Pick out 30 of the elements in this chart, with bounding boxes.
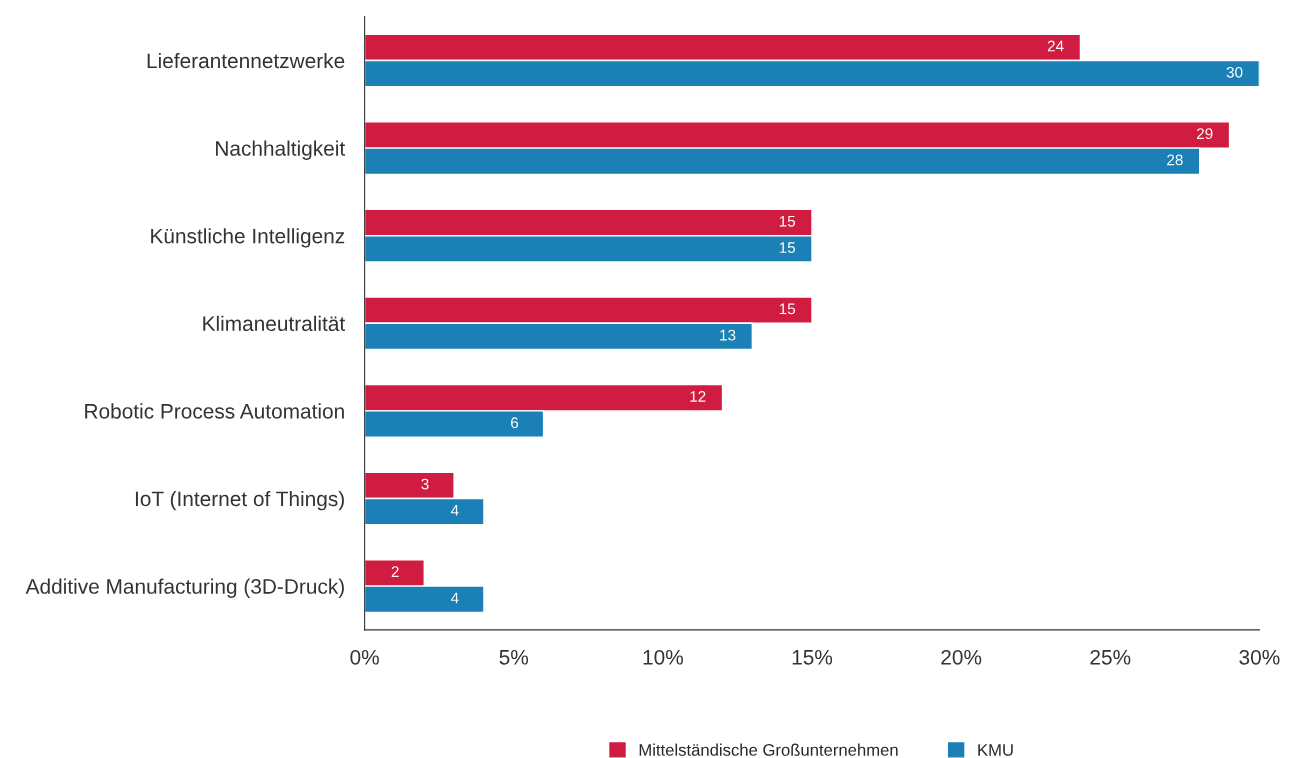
y-tick-label: Künstliche Intelligenz [151,228,345,248]
x-tick-label: 5% [499,649,529,665]
y-tick-label: Lieferantennetzwerke [147,52,345,69]
legend-label: KMU [978,744,1013,756]
y-tick-label: IoT (Internet of Things) [135,490,344,511]
data-label: 6 [511,417,519,429]
y-tick-label: Additive Manufacturing (3D-Druck) [25,578,344,598]
y-tick-label: Nachhaltigkeit [216,140,346,160]
y-tick-label: Klimaneutralität [203,315,346,332]
data-label: 29 [1196,128,1213,140]
data-label: 4 [450,505,459,516]
x-tick-label: 0% [350,649,379,665]
x-tick-label: 25% [1090,649,1131,665]
data-label: 28 [1167,154,1183,166]
y-tick-label: Robotic Process Automation [85,403,344,419]
data-label: 30 [1226,66,1243,78]
data-label: 12 [690,391,706,402]
data-label: 2 [391,566,399,577]
x-tick-label: 30% [1239,649,1280,665]
data-label: 15 [779,242,796,253]
data-label: 3 [421,478,429,490]
data-label: 24 [1047,40,1064,52]
x-tick-label: 20% [941,649,982,665]
x-tick-label: 10% [643,649,683,665]
data-label: 4 [450,592,459,604]
legend-label: Mittelständische Großunternehmen [639,743,898,756]
data-label: 13 [720,329,736,341]
data-label: 15 [779,303,796,315]
data-label: 15 [779,215,796,227]
x-tick-label: 15% [792,649,833,665]
